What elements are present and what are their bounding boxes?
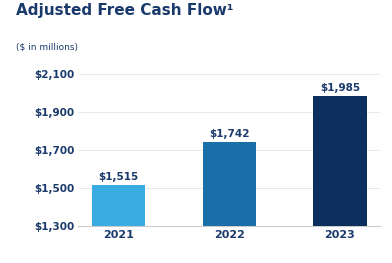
Text: ($ in millions): ($ in millions) (16, 42, 78, 51)
Bar (314, 95, 367, 226)
Bar (203, 142, 256, 226)
Bar (92, 185, 145, 226)
Text: Adjusted Free Cash Flow¹: Adjusted Free Cash Flow¹ (16, 3, 233, 18)
Text: $1,985: $1,985 (320, 83, 360, 93)
Text: $1,515: $1,515 (98, 172, 139, 182)
Text: $1,742: $1,742 (209, 129, 250, 139)
